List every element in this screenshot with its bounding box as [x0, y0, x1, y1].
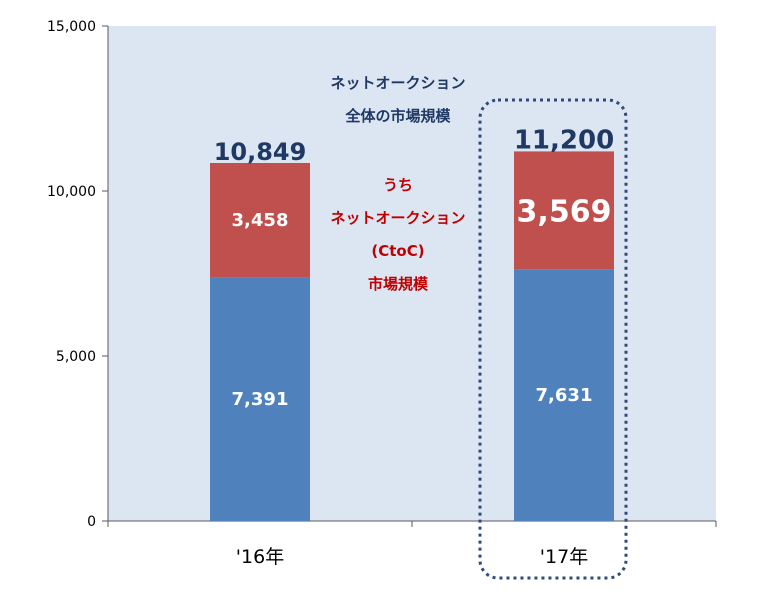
plot-background [108, 26, 716, 521]
annotation-ctoc-market: うち [383, 176, 413, 194]
y-tick-label: 5,000 [56, 349, 96, 365]
value-labels: 7,391 3,458 10,849 7,631 3,569 11,200 [214, 125, 614, 410]
bars [210, 151, 614, 521]
annotation-ctoc-market: ネットオークション [330, 209, 465, 227]
annotation-ctoc-market: (CtoC) [371, 242, 424, 260]
x-axis: '16年 '17年 [107, 520, 717, 568]
bar-value-label: 3,569 [517, 194, 612, 229]
y-axis: 0 5,000 10,000 15,000 [47, 19, 109, 530]
y-tick-label: 15,000 [47, 19, 96, 35]
bar-total-label: 10,849 [214, 138, 307, 166]
x-category-label: '16年 [236, 546, 284, 568]
bar-segment-top [210, 162, 310, 278]
bar-value-label: 7,631 [536, 385, 593, 406]
annotation-total-market: ネットオークション [330, 74, 465, 92]
bar-value-label: 7,391 [232, 389, 289, 410]
y-tick-label: 0 [87, 514, 96, 530]
highlight-box [478, 98, 628, 580]
bar-total-label: 11,200 [514, 125, 614, 155]
bar-segment-bottom [514, 269, 614, 521]
bar-segment-bottom [210, 277, 310, 521]
y-tick-label: 10,000 [47, 184, 96, 200]
bar-value-label: 3,458 [232, 210, 289, 231]
x-category-label: '17年 [540, 546, 588, 568]
annotation-ctoc-market: 市場規模 [368, 275, 429, 293]
annotation-total-market: 全体の市場規模 [344, 107, 451, 125]
bar-segment-top [514, 151, 614, 270]
